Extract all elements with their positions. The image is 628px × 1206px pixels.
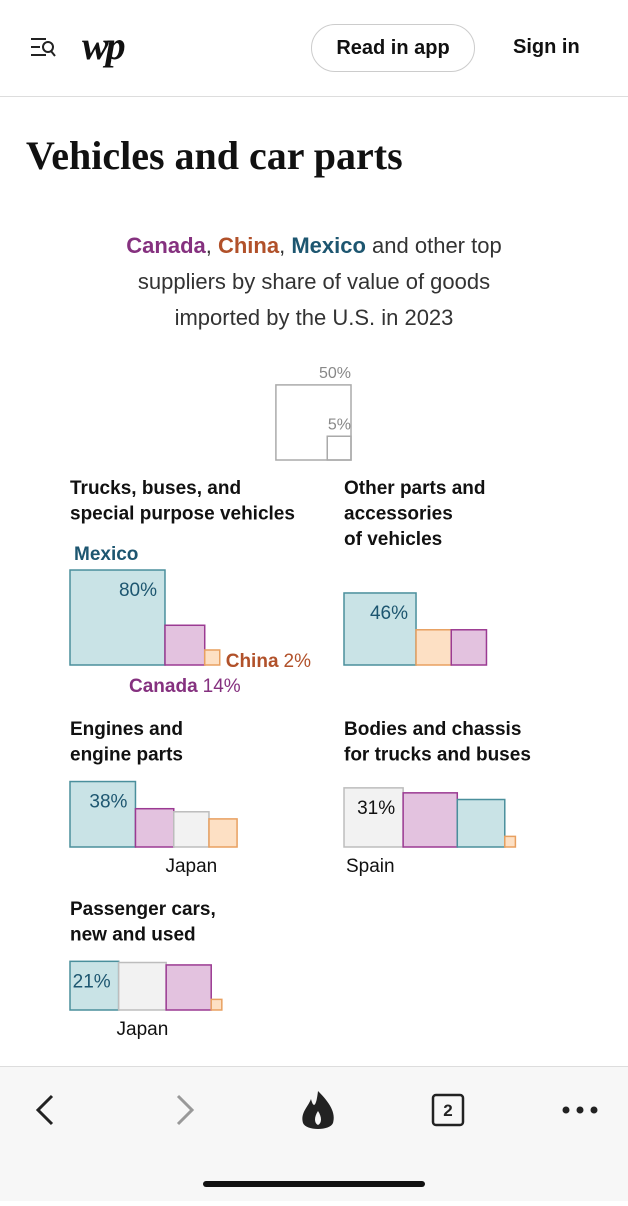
sign-in-button[interactable]: Sign in [513, 36, 580, 58]
forward-icon[interactable] [176, 1094, 195, 1126]
share-square [402, 792, 459, 848]
panel-title-line: Other parts and [344, 478, 485, 499]
share-square [134, 807, 175, 848]
share-square [69, 960, 120, 1011]
supplier-label: Japan [165, 856, 217, 877]
share-square [69, 780, 137, 848]
share-square [203, 649, 221, 666]
share-square [173, 811, 210, 848]
share-square [165, 964, 212, 1011]
panel-title-line: for trucks and buses [344, 745, 531, 766]
share-square [208, 818, 238, 848]
supplier-label: Japan [117, 1019, 169, 1040]
subtitle-part: Canada [126, 233, 206, 258]
more-dot[interactable] [590, 1106, 598, 1114]
share-square [343, 787, 404, 848]
share-square [415, 629, 453, 666]
share-square [456, 798, 506, 848]
article-title: Vehicles and car parts [26, 133, 403, 178]
value-label: 46% [370, 603, 408, 624]
more-dot[interactable] [576, 1106, 584, 1114]
value-label: 31% [357, 798, 395, 819]
share-square [450, 629, 488, 666]
subtitle-part: China [217, 233, 280, 258]
panel-title-line: Engines and [70, 719, 183, 740]
value-label: 2% [284, 651, 312, 672]
share-square [164, 624, 206, 666]
value-label: 21% [73, 971, 111, 992]
nav-icons: 2 [35, 1091, 598, 1187]
panel-title-line: of vehicles [344, 529, 442, 550]
subtitle-part: and other top suppliers by share of valu… [137, 233, 502, 330]
share-square [117, 961, 167, 1011]
legend-label: 50% [319, 365, 351, 382]
subtitle-part: , [279, 233, 292, 258]
panel-title-line: new and used [70, 925, 196, 946]
home-indicator [203, 1181, 425, 1187]
trending-icon[interactable] [302, 1091, 334, 1129]
read-in-app-button[interactable]: Read in app [311, 24, 475, 72]
logo[interactable]: wp [82, 23, 126, 68]
supplier-value-label: China 2% [226, 651, 311, 672]
value-label: 38% [89, 792, 127, 813]
share-square [504, 835, 517, 848]
supplier-name: China [226, 651, 279, 672]
panel-title: Trucks, buses, and special purpose vehicl… [70, 478, 295, 525]
panel-title-line: accessories [344, 504, 453, 525]
legend-square [275, 384, 352, 461]
panel-title: Other parts and accessories of vehicles [344, 478, 485, 550]
tab-count: 2 [443, 1101, 452, 1120]
menu-icon[interactable] [30, 36, 56, 60]
panel-title-line: special purpose vehicles [70, 504, 295, 525]
panel-title: Bodies and chassis for trucks and buses [344, 719, 531, 766]
more-dot[interactable] [562, 1106, 570, 1114]
supplier-name: Canada [129, 676, 198, 697]
share-square [343, 592, 417, 666]
legend-square [326, 435, 352, 461]
header: wp Read in app Sign in [0, 0, 628, 97]
panel-title: Passenger cars, new and used [70, 899, 216, 946]
value-label: 80% [119, 580, 157, 601]
supplier-label: Spain [346, 856, 395, 877]
supplier-label: Mexico [74, 544, 138, 565]
panel-title-line: engine parts [70, 745, 183, 766]
panel-title: Engines and engine parts [70, 719, 183, 766]
panel-title-line: Trucks, buses, and [70, 478, 241, 499]
subtitle-part: Mexico [291, 233, 366, 258]
subtitle-part: , [205, 233, 218, 258]
share-square [210, 998, 223, 1011]
bottom-nav: 2 [0, 1066, 628, 1201]
legend-label: 5% [328, 416, 351, 433]
tabs-icon[interactable] [431, 1093, 465, 1127]
share-square [69, 569, 166, 666]
panel-title-line: Passenger cars, [70, 899, 216, 920]
value-label: 14% [203, 676, 241, 697]
back-icon[interactable] [35, 1094, 54, 1126]
chart: 50% 5% Trucks, buses, and special purpose v… [69, 365, 531, 1040]
panel-title-line: Bodies and chassis [344, 719, 521, 740]
chart-subtitle: Canada, China, Mexico and other top supp… [100, 228, 528, 336]
supplier-value-label: Canada 14% [129, 676, 241, 697]
